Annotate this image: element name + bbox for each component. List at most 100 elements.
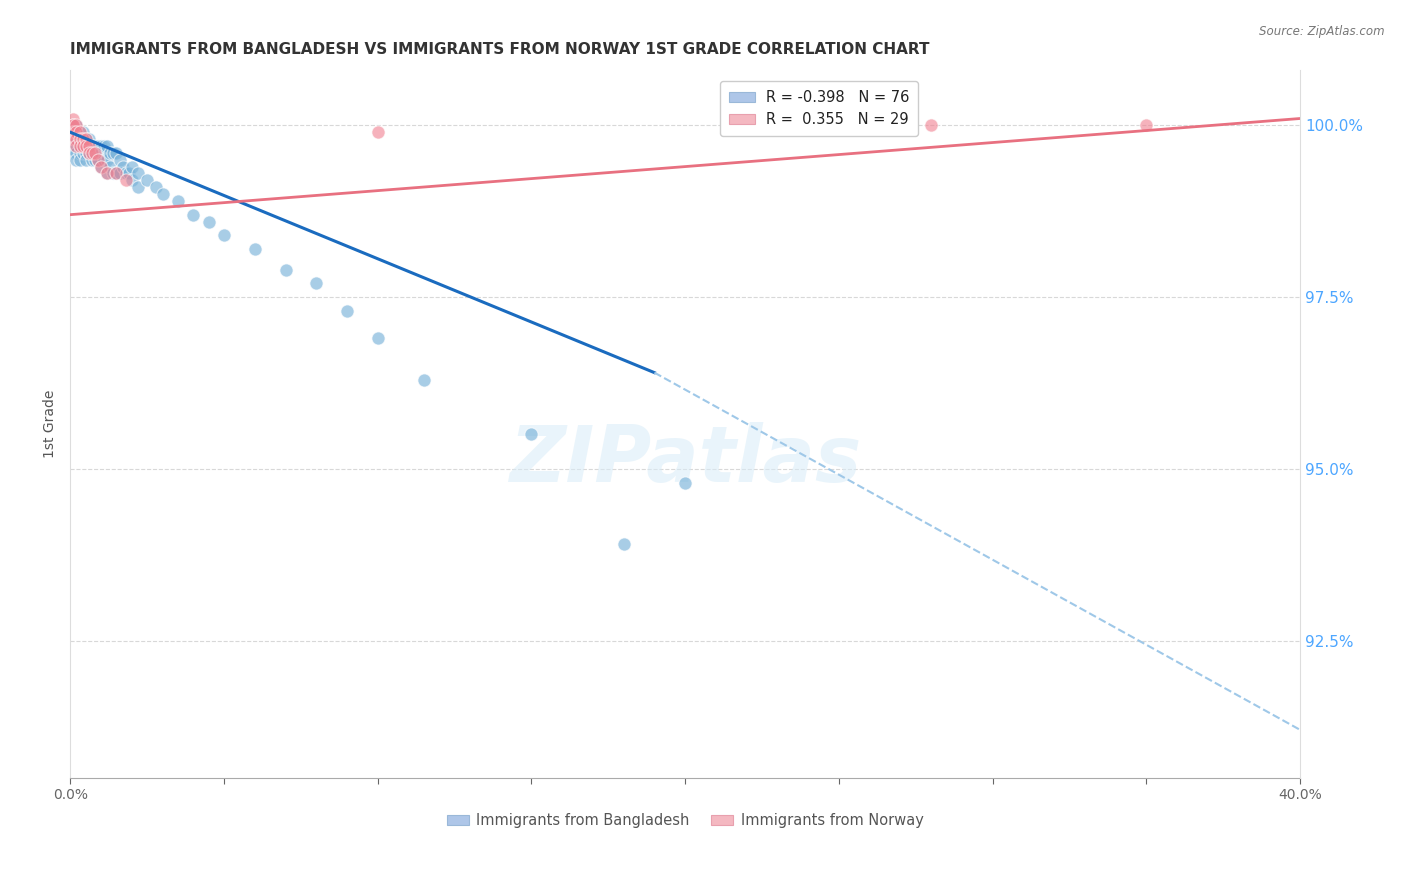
Point [103,145,125,160]
Point [212,228,235,243]
Point [84,145,107,160]
Point [62,132,84,146]
Point [65,125,87,139]
Text: Source: ZipAtlas.com: Source: ZipAtlas.com [1260,25,1385,38]
Point [87,153,110,167]
Text: IMMIGRANTS FROM BANGLADESH VS IMMIGRANTS FROM NORWAY 1ST GRADE CORRELATION CHART: IMMIGRANTS FROM BANGLADESH VS IMMIGRANTS… [70,42,929,57]
Point [305,277,328,291]
Point [72,132,94,146]
Point [72,139,94,153]
Point [103,166,125,180]
Point [87,139,110,153]
Point [93,139,115,153]
Point [75,153,97,167]
Point [65,119,87,133]
Point [62,125,84,139]
Point [1135,119,1157,133]
Point [62,125,84,139]
Point [72,132,94,146]
Point [96,153,118,167]
Point [77,139,100,153]
Point [412,372,434,386]
Point [62,125,84,139]
Point [65,139,87,153]
Point [62,125,84,139]
Point [62,119,84,133]
Point [111,160,134,174]
Point [75,139,97,153]
Point [108,166,131,180]
Point [274,262,297,277]
Point [673,475,696,490]
Point [90,160,112,174]
Point [105,145,128,160]
Point [69,139,91,153]
Point [121,160,143,174]
Point [84,153,107,167]
Point [65,132,87,146]
Point [80,145,103,160]
Point [121,173,143,187]
Point [62,139,84,153]
Point [80,139,103,153]
Point [62,139,84,153]
Point [181,208,204,222]
Point [77,145,100,160]
Point [75,139,97,153]
Point [96,166,118,180]
Point [367,125,389,139]
Point [98,160,121,174]
Point [98,145,121,160]
Point [75,132,97,146]
Point [65,145,87,160]
Point [69,145,91,160]
Point [90,145,112,160]
Point [80,145,103,160]
Point [62,119,84,133]
Point [72,125,94,139]
Point [62,119,84,133]
Point [118,166,141,180]
Point [96,166,118,180]
Point [62,132,84,146]
Point [152,187,174,202]
Point [65,153,87,167]
Point [65,139,87,153]
Point [93,153,115,167]
Point [69,132,91,146]
Point [69,125,91,139]
Legend: Immigrants from Bangladesh, Immigrants from Norway: Immigrants from Bangladesh, Immigrants f… [441,807,929,834]
Point [197,214,219,228]
Point [87,153,110,167]
Point [105,166,128,180]
Point [62,112,84,126]
Point [367,331,389,345]
Point [167,194,190,208]
Point [336,303,359,318]
Point [77,139,100,153]
Point [520,427,543,442]
Point [80,153,103,167]
Point [90,139,112,153]
Point [65,132,87,146]
Point [69,125,91,139]
Point [84,139,107,153]
Point [114,173,136,187]
Point [127,166,149,180]
Point [96,139,118,153]
Point [65,125,87,139]
Text: ZIPatlas: ZIPatlas [509,422,862,498]
Point [75,132,97,146]
Point [62,132,84,146]
Point [920,119,942,133]
Point [69,132,91,146]
Point [69,139,91,153]
Point [613,537,636,551]
Point [72,139,94,153]
Point [65,119,87,133]
Point [72,145,94,160]
Point [77,145,100,160]
Point [114,166,136,180]
Point [62,145,84,160]
Point [108,153,131,167]
